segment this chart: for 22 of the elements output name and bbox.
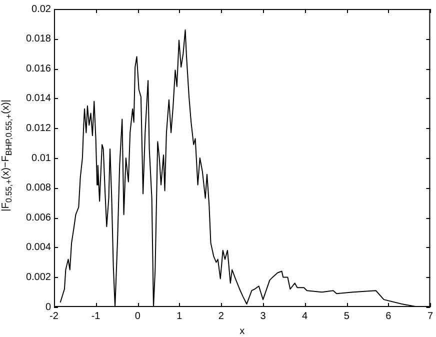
y-tick-label: 0.018: [26, 34, 52, 45]
y-tick-label: 0: [45, 302, 52, 313]
x-tick-label: -1: [91, 310, 101, 322]
y-tick-label: 0.014: [26, 93, 52, 104]
x-tick-label: 1: [176, 310, 183, 322]
x-tick-label: 4: [302, 310, 308, 322]
x-tick-label: 2: [218, 310, 224, 322]
y-tick-label: 0.004: [26, 242, 52, 254]
y-tick-label: 0.01: [32, 152, 52, 164]
y-tick-label: 0.006: [26, 212, 52, 224]
x-tick-label: 6: [386, 310, 392, 322]
y-tick-label: 0.012: [26, 122, 52, 134]
x-axis-title: x: [240, 326, 245, 337]
x-tick-label: 0: [134, 310, 141, 322]
x-tick-label: 5: [344, 310, 350, 322]
x-tick-label: 7: [427, 310, 434, 322]
y-tick-label: 0.008: [26, 182, 52, 194]
y-tick-label: 0.016: [26, 63, 52, 74]
x-tick-label: -2: [50, 310, 59, 322]
x-tick-label: 3: [260, 310, 266, 322]
y-tick-label: 0.02: [32, 4, 52, 15]
y-tick-label: 0.002: [26, 272, 52, 283]
